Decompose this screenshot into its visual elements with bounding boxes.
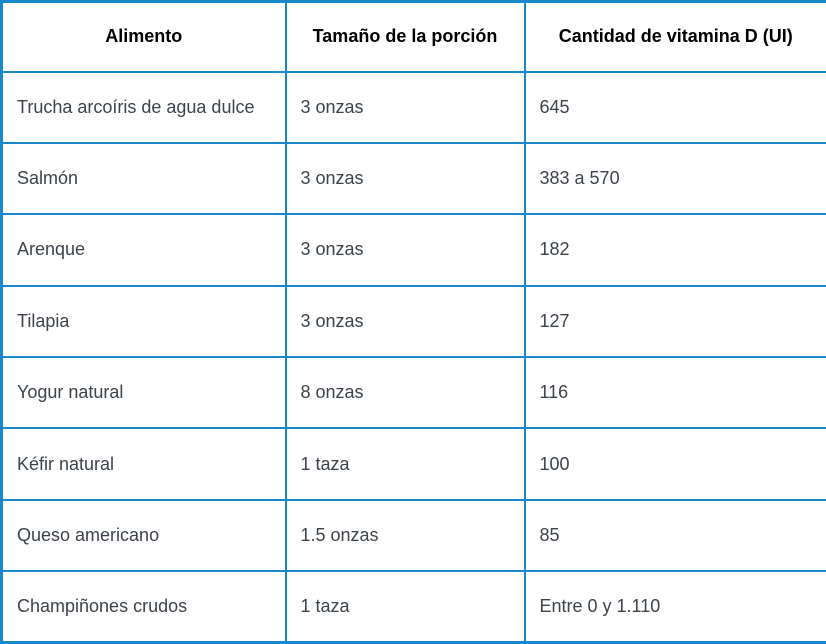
cell-food: Tilapia (0, 284, 287, 359)
cell-amount: Entre 0 y 1.110 (523, 570, 826, 644)
table-row: Arenque 3 onzas 182 (0, 213, 826, 287)
header-row: Alimento Tamaño de la porción Cantidad d… (0, 0, 826, 73)
cell-portion: 3 onzas (284, 213, 526, 287)
cell-food: Kéfir natural (0, 427, 287, 501)
cell-amount: 182 (523, 213, 826, 287)
cell-food: Queso americano (0, 498, 287, 573)
cell-portion: 1 taza (284, 570, 526, 644)
cell-portion: 1 taza (284, 427, 526, 501)
cell-portion: 1.5 onzas (284, 498, 526, 573)
cell-food: Salmón (0, 141, 287, 216)
column-header-alimento: Alimento (0, 0, 287, 73)
table-row: Yogur natural 8 onzas 116 (0, 355, 826, 430)
cell-amount: 645 (523, 70, 826, 144)
table-row: Tilapia 3 onzas 127 (0, 284, 826, 359)
table-row: Kéfir natural 1 taza 100 (0, 427, 826, 501)
cell-portion: 8 onzas (284, 355, 526, 430)
cell-portion: 3 onzas (284, 141, 526, 216)
table-header: Alimento Tamaño de la porción Cantidad d… (0, 0, 826, 73)
column-header-vitamina-d: Cantidad de vitamina D (UI) (523, 0, 826, 73)
cell-amount: 127 (523, 284, 826, 359)
table-row: Queso americano 1.5 onzas 85 (0, 498, 826, 573)
cell-portion: 3 onzas (284, 70, 526, 144)
cell-portion: 3 onzas (284, 284, 526, 359)
cell-amount: 383 a 570 (523, 141, 826, 216)
table-row: Trucha arcoíris de agua dulce 3 onzas 64… (0, 70, 826, 144)
cell-food: Trucha arcoíris de agua dulce (0, 70, 287, 144)
cell-amount: 100 (523, 427, 826, 501)
cell-food: Arenque (0, 213, 287, 287)
cell-food: Yogur natural (0, 355, 287, 430)
table-row: Champiñones crudos 1 taza Entre 0 y 1.11… (0, 570, 826, 644)
cell-amount: 85 (523, 498, 826, 573)
table-row: Salmón 3 onzas 383 a 570 (0, 141, 826, 216)
column-header-porcion: Tamaño de la porción (284, 0, 526, 73)
cell-amount: 116 (523, 355, 826, 430)
cell-food: Champiñones crudos (0, 570, 287, 644)
table-body: Trucha arcoíris de agua dulce 3 onzas 64… (0, 70, 826, 644)
